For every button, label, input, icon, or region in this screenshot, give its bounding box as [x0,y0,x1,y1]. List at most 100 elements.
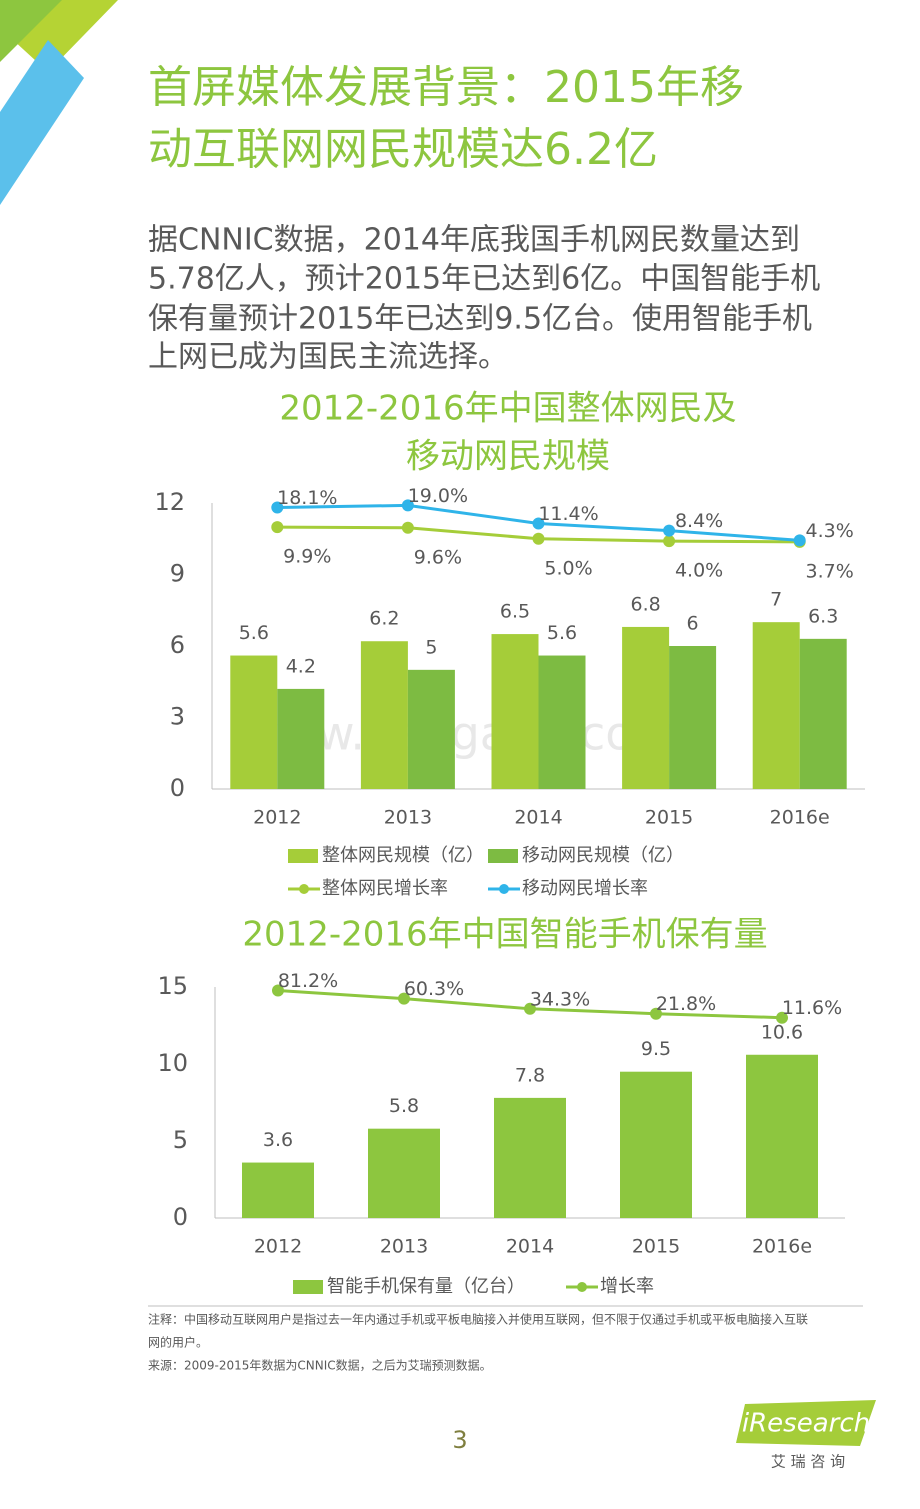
line-value-label: 3.7% [806,560,854,582]
line-value-label: 11.6% [782,997,842,1019]
bar [242,1162,314,1218]
bar [620,1071,692,1218]
line-value-label: 4.0% [675,560,723,582]
legend-label: 增长率 [600,1276,654,1297]
bar [277,688,325,789]
line-point [793,534,806,547]
bar [360,641,408,789]
y-tick-label: 10 [157,1049,188,1077]
line-point [532,517,545,530]
chart-title: 2012-2016年中国智能手机保有量 [242,915,767,955]
bar-value-label: 6.2 [369,608,399,630]
line-point [272,984,284,997]
legend-label: 整体网民增长率 [322,878,448,899]
note: 网的用户。 [148,1335,208,1350]
bar [494,1097,566,1218]
legend-swatch [288,849,318,863]
body-text: 据CNNIC数据，2014年底我国手机网民数量达到 [148,223,800,258]
line-value-label: 4.3% [806,520,854,542]
bar-value-label: 5.6 [547,622,577,644]
bar [746,1054,818,1218]
y-tick-label: 0 [173,1203,188,1231]
bar-value-label: 7 [770,589,782,611]
y-tick-label: 15 [157,972,188,1000]
bar [491,634,539,789]
y-tick-label: 6 [170,631,185,659]
x-tick-label: 2016e [770,807,830,829]
y-tick-label: 12 [154,488,185,516]
line-point [663,535,676,548]
bar-value-label: 5.6 [239,622,269,644]
y-tick-label: 9 [170,560,185,588]
bar [799,638,847,789]
bar [407,669,455,789]
bar [622,626,670,789]
body-text: 5.78亿人，预计2015年已达到6亿。中国智能手机 [148,262,820,297]
bar-value-label: 5 [425,636,437,658]
body-text: 保有量预计2015年已达到9.5亿台。使用智能手机 [148,302,812,337]
bar-value-label: 3.6 [263,1129,293,1151]
line-value-label: 21.8% [656,993,716,1015]
page-title: 动互联网网民规模达6.2亿 [148,124,658,175]
line-value-label: 81.2% [278,970,338,992]
x-tick-label: 2012 [253,807,301,829]
x-tick-label: 2016e [752,1236,812,1258]
line-point [532,532,545,545]
chart-title: 2012-2016年中国整体网民及 [279,389,736,429]
legend-swatch [488,849,518,863]
x-tick-label: 2012 [254,1236,302,1258]
x-tick-label: 2013 [384,807,432,829]
line-value-label: 11.4% [538,503,598,525]
line-value-label: 5.0% [544,557,592,579]
corner-decoration [0,40,84,205]
bar-value-label: 6 [687,613,699,635]
line-point [271,521,284,534]
bar-value-label: 9.5 [641,1038,671,1060]
logo-background [736,1400,876,1446]
x-tick-label: 2015 [645,807,693,829]
legend-label: 智能手机保有量（亿台） [327,1276,525,1297]
line-point [650,1007,662,1020]
line-value-label: 9.9% [283,546,331,568]
line-value-label: 18.1% [277,487,337,509]
bar-value-label: 6.3 [808,605,838,627]
line-value-label: 19.0% [408,485,468,507]
line-value-label: 8.4% [675,510,723,532]
page-number: 3 [452,1426,467,1454]
y-tick-label: 5 [173,1126,188,1154]
chart-title: 移动网民规模 [406,437,610,477]
line-point [271,501,284,514]
note: 注释：中国移动互联网用户是指过去一年内通过手机或平板电脑接入并使用互联网，但不限… [148,1312,808,1327]
corner-decoration [0,0,62,62]
line-value-label: 34.3% [530,988,590,1010]
legend-label: 移动网民增长率 [522,878,648,899]
y-tick-label: 3 [170,703,185,731]
legend-marker [299,884,309,894]
bar-value-label: 6.8 [630,593,660,615]
logo-chinese: 艾 瑞 咨 询 [771,1453,845,1471]
x-tick-label: 2014 [506,1236,554,1258]
legend-swatch [293,1280,323,1294]
legend-marker [577,1282,587,1292]
line-point [776,1011,788,1024]
bar-value-label: 4.2 [286,655,316,677]
line-value-label: 60.3% [404,978,464,1000]
source: 来源：2009-2015年数据为CNNIC数据，之后为艾瑞预测数据。 [148,1358,492,1373]
y-tick-label: 0 [170,774,185,802]
line-point [401,521,414,534]
x-tick-label: 2013 [380,1236,428,1258]
line-point [401,499,414,512]
bar [669,646,717,789]
bar [752,622,800,789]
line-point [398,992,410,1005]
logo: iResearch [742,1409,870,1439]
bar [368,1128,440,1218]
bar-value-label: 7.8 [515,1064,545,1086]
bar-value-label: 5.8 [389,1095,419,1117]
legend-marker [499,884,509,894]
bar-value-label: 6.5 [500,601,530,623]
legend-label: 移动网民规模（亿） [522,845,684,866]
x-tick-label: 2015 [632,1236,680,1258]
